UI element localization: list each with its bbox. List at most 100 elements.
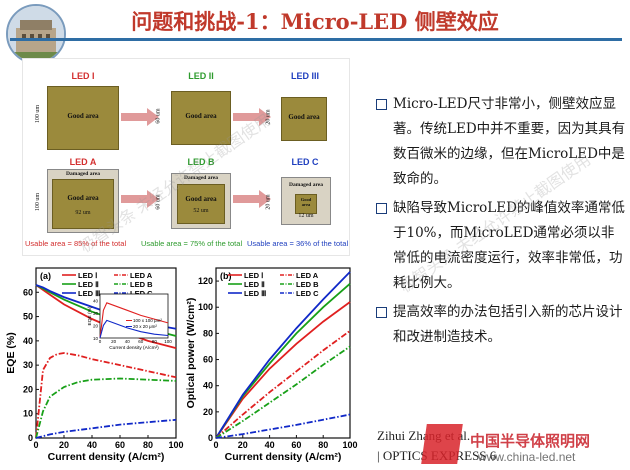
dimh-led-c: 12 um: [298, 213, 314, 219]
arrow-right-icon: [121, 190, 159, 208]
good-area-led-a: Good area 92 um: [52, 179, 114, 229]
chip-led-1-text: Good area: [67, 112, 99, 120]
legend-label: LED C: [130, 289, 153, 298]
dim-led-2: 60 um: [155, 108, 162, 124]
chip-led-c: Damaged area Good area 12 um: [281, 177, 331, 225]
legend-label: LED Ⅱ: [244, 280, 265, 289]
x-tick-label: 40: [87, 440, 97, 450]
label-led-c: LED C: [291, 157, 319, 167]
damaged-led-c: Damaged area: [289, 182, 323, 188]
dimh-led-a: 92 um: [75, 210, 91, 216]
inset-x-tick-label: 0: [99, 339, 102, 344]
panel-label: (a): [40, 271, 51, 281]
inset-y-axis-label: EQE (%): [87, 306, 93, 325]
university-logo: [6, 4, 66, 64]
legend-label: LED Ⅲ: [78, 289, 100, 298]
x-tick-label: 0: [33, 440, 38, 450]
legend-label: LED C: [296, 289, 319, 298]
inset-y-tick-label: 30: [93, 311, 99, 316]
checkbox-square-icon: [376, 99, 387, 110]
chip-led-3: Good area: [281, 97, 327, 141]
legend-label: LED A: [296, 271, 319, 280]
y-tick-label: 40: [203, 381, 213, 391]
series-line: [35, 352, 177, 439]
y-tick-label: 30: [23, 360, 33, 370]
site-logo-icon: [421, 424, 463, 464]
x-tick-label: 20: [238, 440, 248, 450]
bullet-item: Micro-LED尺寸非常小，侧壁效应显著。传统LED中并不重要，因为其具有数百…: [376, 92, 626, 192]
bullet-text-2: 缺陷导致MicroLED的峰值效率通常低于10%，而MicroLED通常必须以非…: [393, 200, 625, 291]
series-line: [215, 330, 351, 439]
slide-title: 问题和挑战-1：Micro-LED 侧壁效应: [131, 9, 499, 34]
inset-y-tick-label: 40: [93, 298, 99, 303]
inset-x-tick-label: 40: [125, 339, 131, 344]
chip-led-b: Damaged area Good area 52 um: [171, 173, 231, 229]
damaged-led-a: Damaged area: [66, 171, 100, 177]
title-underline: [10, 38, 622, 41]
chip-led-c-text: Good area: [300, 197, 312, 207]
chip-led-1: Good area: [47, 86, 119, 150]
y-tick-label: 50: [23, 312, 33, 322]
bullet-item: 缺陷导致MicroLED的峰值效率通常低于10%，而MicroLED通常必须以非…: [376, 196, 626, 296]
x-tick-label: 60: [291, 440, 301, 450]
bullet-text-3: 提高效率的办法包括引入新的芯片设计和改进制造技术。: [393, 304, 623, 345]
y-axis-label: Optical power (W/cm²): [185, 298, 197, 409]
caption-usable-a: Usable area = 85% of the total: [25, 239, 127, 248]
legend-label: LED B: [296, 280, 319, 289]
label-led-a: LED A: [69, 157, 97, 167]
bullet-item: 提高效率的办法包括引入新的芯片设计和改进制造技术。: [376, 300, 626, 350]
series-line: [35, 418, 177, 439]
good-area-led-b: Good area 52 um: [177, 184, 225, 224]
inset-legend-label: 20 x 20 μm²: [133, 324, 157, 329]
bullet-text-1: Micro-LED尺寸非常小，侧壁效应显著。传统LED中并不重要，因为其具有数百…: [393, 96, 626, 187]
watermark-site-url: www.china-led.net: [478, 450, 576, 464]
y-tick-label: 100: [198, 302, 213, 312]
dim-led-1: 100 um: [35, 104, 42, 124]
inset-frame: [99, 293, 169, 339]
x-axis-label: Current density (A/cm²): [225, 451, 342, 463]
y-tick-label: 120: [198, 276, 213, 286]
label-led-b: LED B: [187, 157, 215, 167]
y-tick-label: 80: [203, 328, 213, 338]
inset-x-tick-label: 100: [164, 339, 172, 344]
x-tick-label: 100: [168, 440, 183, 450]
legend-label: LED Ⅲ: [244, 289, 266, 298]
chip-led-2-text: Good area: [185, 112, 217, 120]
y-tick-label: 0: [208, 433, 213, 443]
x-axis-label: Current density (A/cm²): [48, 451, 165, 463]
legend-label: LED A: [130, 271, 153, 280]
y-tick-label: 40: [23, 336, 33, 346]
y-tick-label: 20: [23, 384, 33, 394]
series-line: [215, 283, 351, 439]
series-line: [35, 377, 177, 439]
x-tick-label: 40: [265, 440, 275, 450]
legend-label: LED Ⅱ: [78, 280, 99, 289]
legend-label: LED Ⅰ: [244, 271, 263, 280]
y-tick-label: 60: [23, 287, 33, 297]
inset-x-tick-label: 20: [111, 339, 117, 344]
inset-x-tick-label: 60: [138, 339, 144, 344]
inset-x-axis-label: Current density (A/cm²): [109, 345, 159, 351]
arrow-right-icon: [233, 190, 271, 208]
x-tick-label: 0: [213, 440, 218, 450]
inset-series-line: [99, 302, 169, 339]
series-line: [35, 284, 177, 349]
dimh-led-b: 52 um: [193, 208, 209, 214]
x-tick-label: 100: [342, 440, 357, 450]
series-line: [215, 271, 351, 439]
series-line: [215, 301, 351, 439]
inset-series-line: [99, 319, 169, 339]
label-led-3: LED III: [290, 71, 319, 81]
plot-frame: [215, 267, 351, 439]
damaged-led-b: Damaged area: [184, 175, 218, 181]
good-area-led-c: Good area: [295, 194, 317, 214]
chip-led-a: Damaged area Good area 92 um: [47, 169, 119, 233]
y-tick-label: 0: [28, 433, 33, 443]
arrow-right-icon: [121, 108, 159, 126]
inset-legend-label: 100 x 100 μm²: [133, 318, 162, 323]
chip-led-2: Good area: [171, 91, 231, 145]
inset-y-tick-label: 20: [93, 323, 99, 328]
y-tick-label: 20: [203, 407, 213, 417]
series-line: [215, 345, 351, 439]
legend-label: LED B: [130, 280, 153, 289]
